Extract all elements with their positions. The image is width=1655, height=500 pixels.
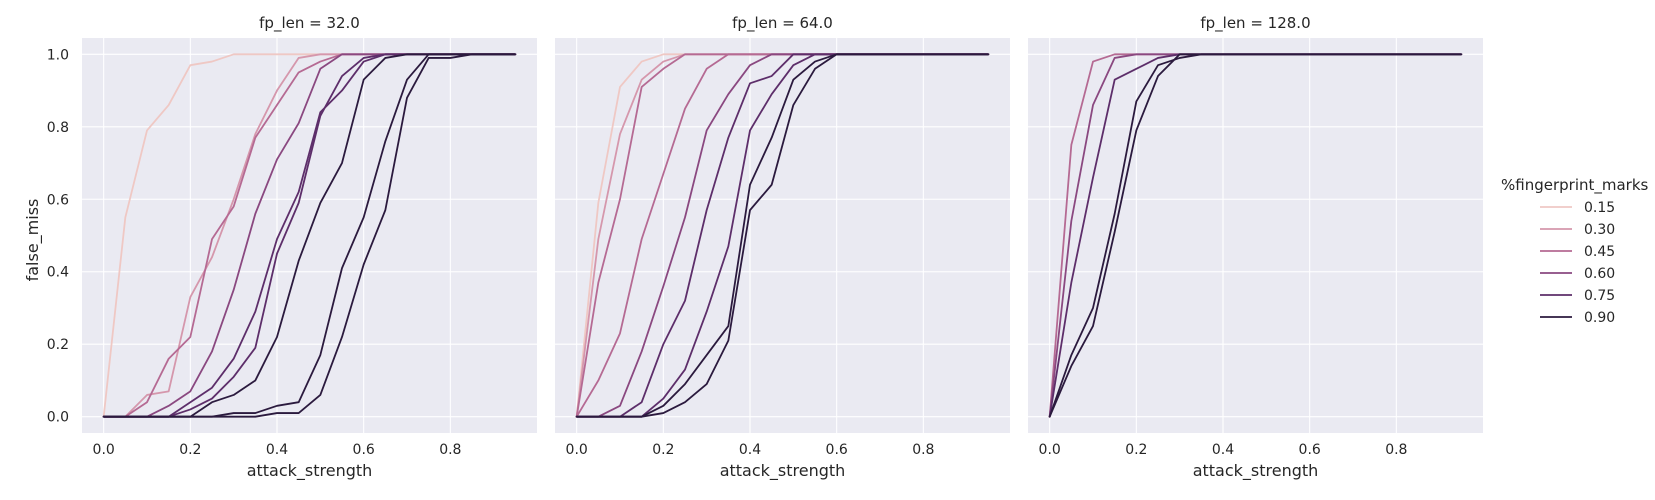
x-tick-label: 0.8: [439, 442, 461, 458]
x-tick-label: 0.6: [826, 442, 848, 458]
x-axis-label: attack_strength: [247, 461, 373, 481]
y-axis-label: false_miss: [23, 199, 43, 282]
facet-grid: 0.0 0.2 0.4 0.6 0.8 0.0 0.2 0.4 0.6 0.8 1.0 fp_len …: [47, 14, 1483, 481]
x-tick-label: 0.4: [739, 442, 761, 458]
y-tick-label: 0.8: [47, 120, 69, 136]
y-tick-label: 0.2: [47, 337, 69, 353]
x-tick-label: 0.2: [652, 442, 674, 458]
facet-title: fp_len = 128.0: [1200, 14, 1310, 33]
y-tick-label: 0.4: [47, 265, 69, 281]
x-tick-label: 0.0: [1039, 442, 1061, 458]
y-tick-label: 1.0: [47, 47, 69, 63]
facet-panel-3: 0.0 0.2 0.4 0.6 0.8 fp_len = 128.0 attack_stre…: [1028, 14, 1483, 481]
facet-title: fp_len = 64.0: [732, 14, 833, 33]
x-tick-label: 0.4: [266, 442, 288, 458]
plot-area: [82, 38, 537, 433]
legend: %fingerprint_marks 0.15 0.30 0.45 0.60 0.75 0…: [1501, 176, 1649, 326]
x-tick-label: 0.0: [93, 442, 115, 458]
x-tick-label: 0.4: [1212, 442, 1234, 458]
legend-label: 0.75: [1584, 288, 1615, 304]
y-tick-label: 0.0: [47, 410, 69, 426]
x-tick-label: 0.2: [179, 442, 201, 458]
y-tick-label: 0.6: [47, 192, 69, 208]
legend-label: 0.15: [1584, 200, 1615, 216]
series-line-0.90: [575, 53, 990, 418]
x-tick-label: 0.8: [912, 442, 934, 458]
facet-title: fp_len = 32.0: [259, 14, 360, 33]
facet-panel-2: 0.0 0.2 0.4 0.6 0.8 fp_len = 64.0 attack_stren…: [555, 14, 1010, 481]
series-line-0.90: [1048, 53, 1463, 418]
x-tick-label: 0.2: [1125, 442, 1147, 458]
legend-label: 0.60: [1584, 266, 1615, 282]
series-line-0.90: [102, 53, 517, 418]
legend-label: 0.45: [1584, 244, 1615, 260]
legend-title: %fingerprint_marks: [1501, 176, 1649, 195]
x-tick-label: 0.6: [353, 442, 375, 458]
x-tick-label: 0.0: [566, 442, 588, 458]
x-tick-label: 0.8: [1385, 442, 1407, 458]
plot-area: [555, 38, 1010, 433]
x-axis-label: attack_strength: [1193, 461, 1319, 481]
legend-label: 0.90: [1584, 310, 1615, 326]
x-tick-label: 0.6: [1299, 442, 1321, 458]
legend-label: 0.30: [1584, 222, 1615, 238]
facet-panel-1: 0.0 0.2 0.4 0.6 0.8 0.0 0.2 0.4 0.6 0.8 1.0 fp_len …: [47, 14, 537, 481]
plot-area: [1028, 38, 1483, 433]
x-axis-label: attack_strength: [720, 461, 846, 481]
